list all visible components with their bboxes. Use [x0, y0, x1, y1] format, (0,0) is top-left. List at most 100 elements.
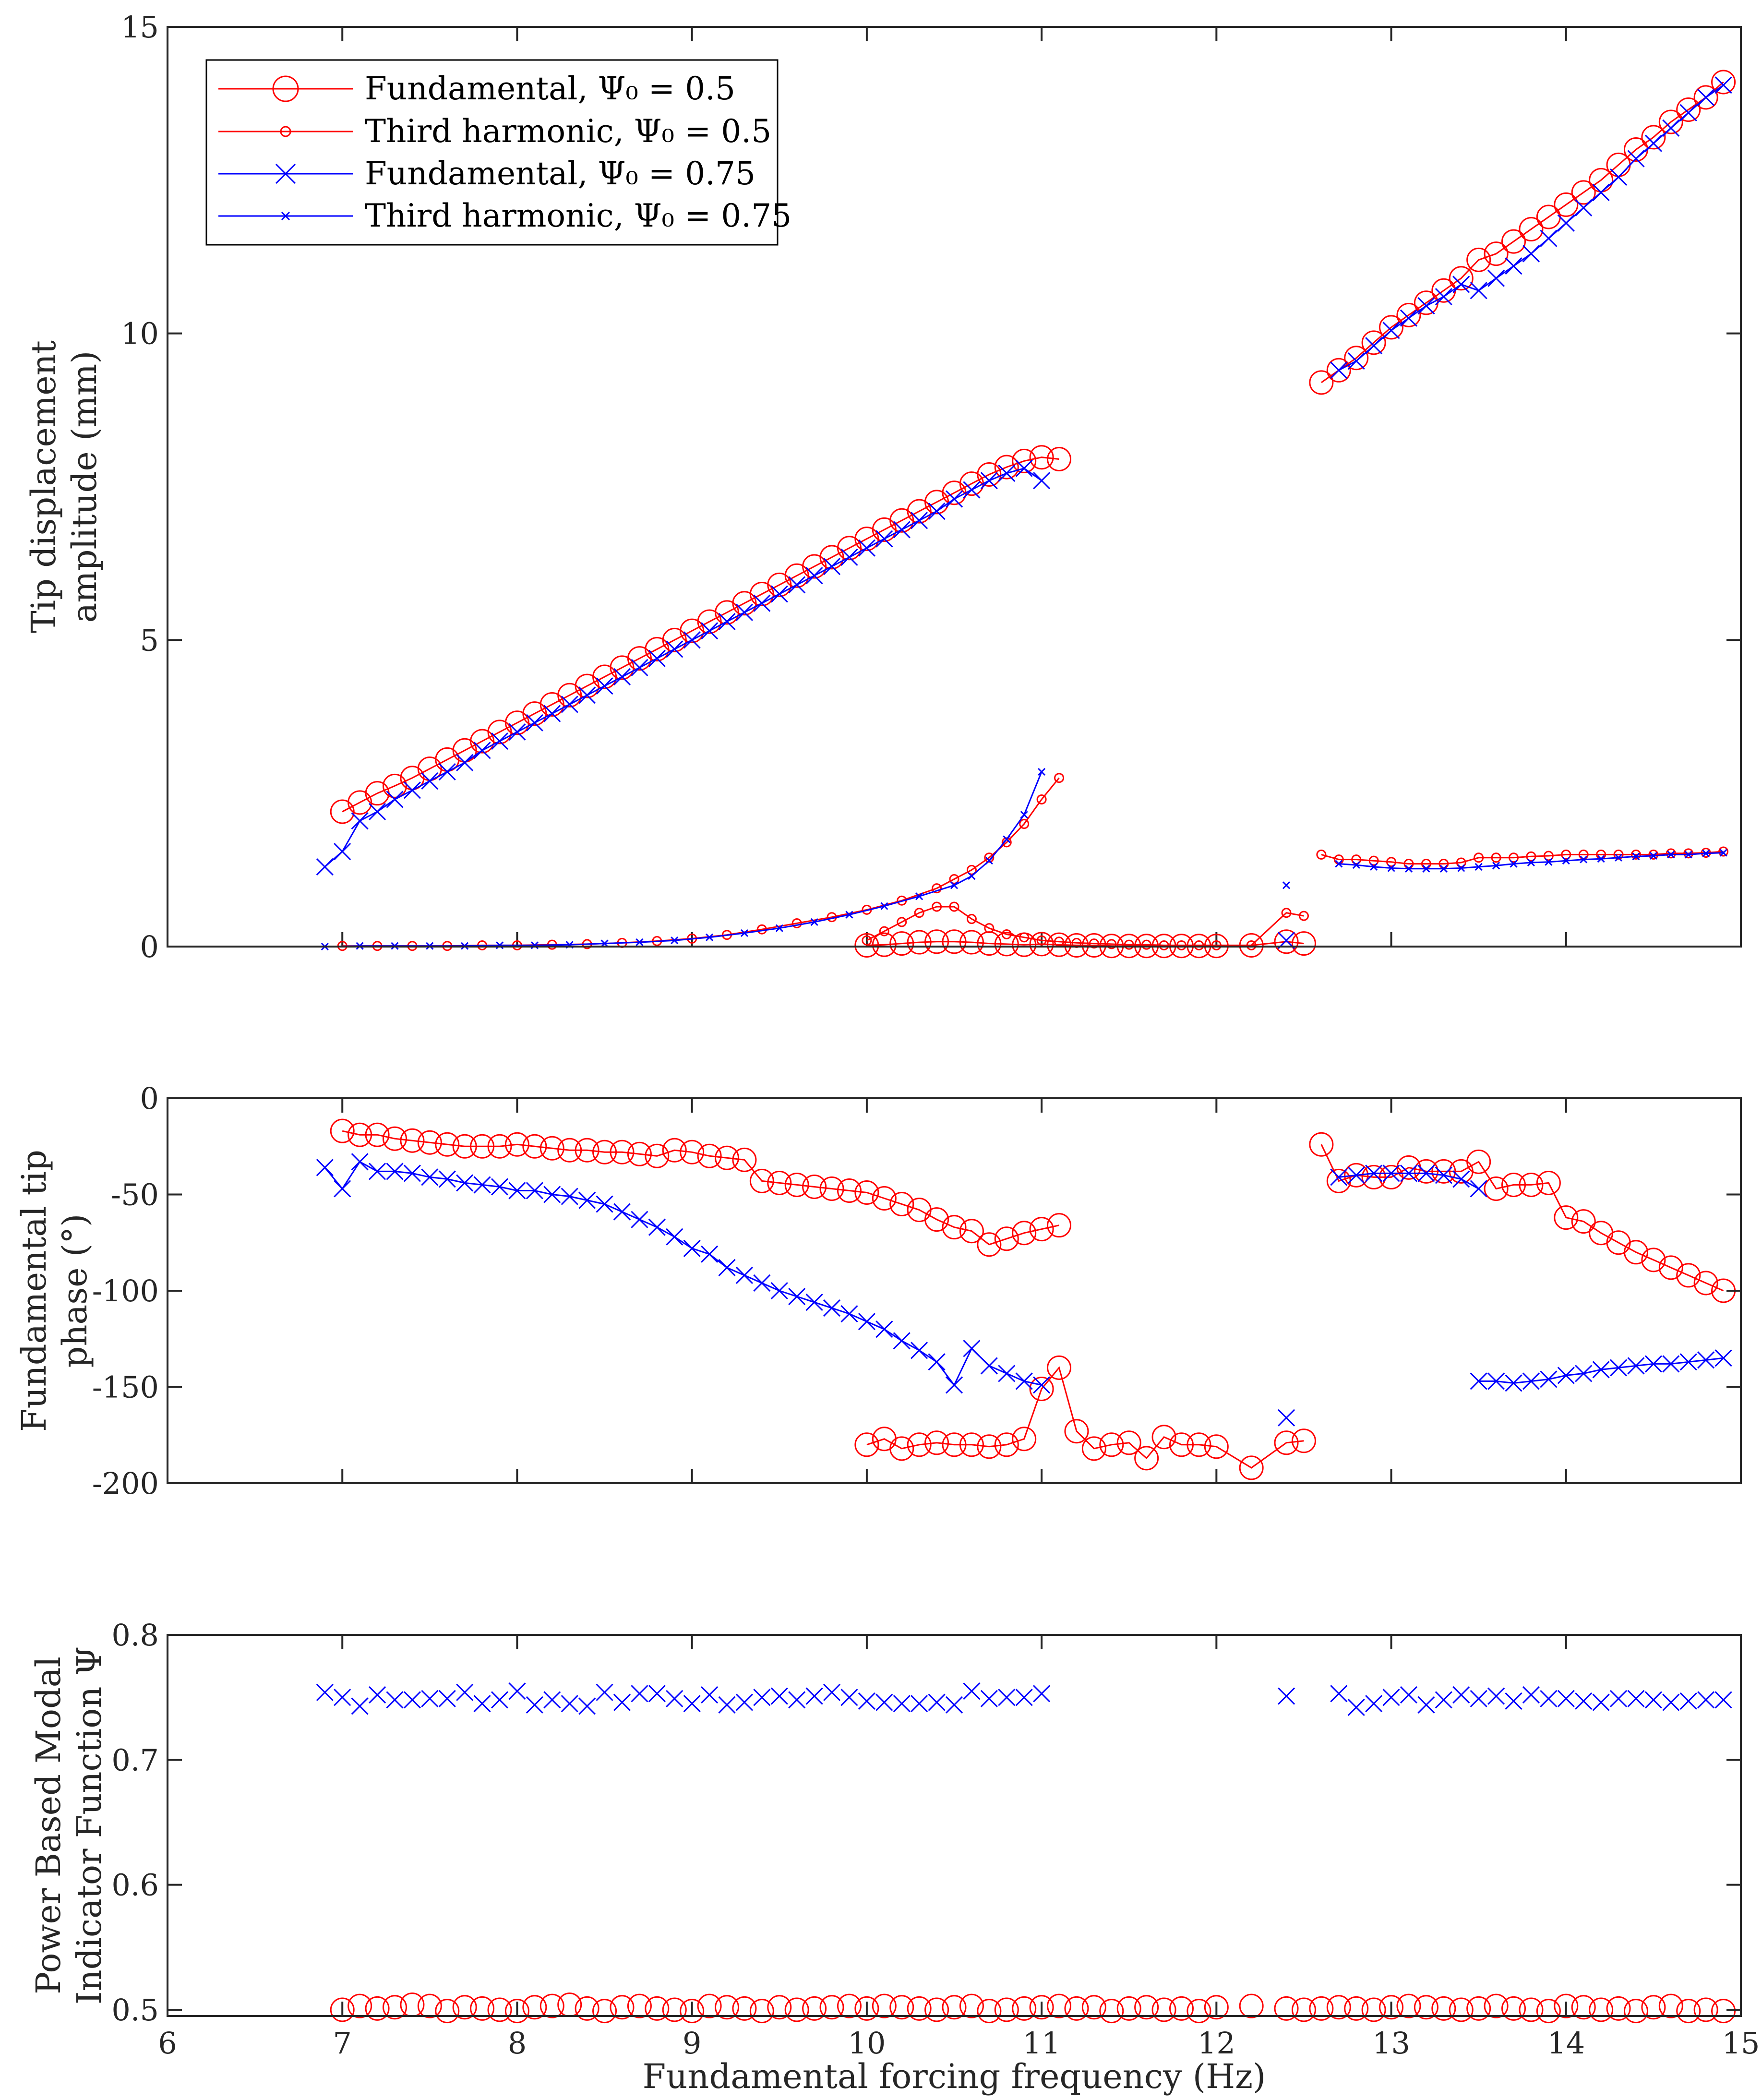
- x-tick-label: 11: [1023, 2026, 1061, 2061]
- pbmif-data-point: [1711, 1999, 1736, 2024]
- amplitude-data-point: [1648, 849, 1659, 860]
- amplitude-data-point: [805, 567, 823, 585]
- amplitude-data-point: [1519, 217, 1544, 242]
- pbmif-data-point: [575, 1996, 599, 2021]
- phase-data-point: [504, 1132, 529, 1157]
- amplitude-data-point: [1676, 97, 1701, 122]
- pbmif-data-point: [1015, 1689, 1033, 1706]
- amplitude-data-point: [1422, 864, 1430, 873]
- amplitude-data-point: [1368, 855, 1379, 866]
- pbmif-y-tick-label: 0.5: [111, 1992, 159, 2028]
- pbmif-data-point: [1029, 1995, 1054, 2020]
- amplitude-data-point: [718, 612, 736, 631]
- pbmif-data-point: [823, 1683, 841, 1701]
- amplitude-panel: 0 5 10 15 Tip displacement amplitude (mm) F…: [24, 10, 1742, 964]
- amplitude-data-point: [950, 881, 959, 889]
- pbmif-y-label-line-1: Power Based Modal: [29, 1656, 68, 1994]
- pbmif-data-point: [1522, 1686, 1540, 1704]
- phase-data-point: [1641, 1248, 1666, 1272]
- amplitude-data-point: [1452, 276, 1470, 293]
- pbmif-y-tick-label: 0.8: [111, 1618, 159, 1653]
- pbmif-data-point: [1169, 1996, 1194, 2021]
- amplitude-data-point: [1492, 862, 1500, 870]
- pbmif-data-point: [435, 1999, 460, 2024]
- pbmif-data-point: [715, 1995, 740, 2020]
- pbmif-data-point: [732, 1996, 757, 2021]
- phase-data-point: [1609, 1359, 1628, 1377]
- phase-data-point: [1151, 1425, 1176, 1450]
- phase-data-point: [753, 1274, 771, 1292]
- phase-data-point: [1431, 1159, 1456, 1184]
- pbmif-data-point: [1589, 1997, 1614, 2022]
- phase-data-point: [802, 1174, 827, 1199]
- amplitude-data-point: [858, 539, 875, 557]
- phase-data-point: [788, 1287, 806, 1306]
- phase-data-point: [526, 1182, 543, 1200]
- pbmif-data-point: [1274, 1996, 1299, 2021]
- phase-data-point: [819, 1176, 844, 1201]
- x-tick-label: 6: [158, 2026, 177, 2061]
- amplitude-data-point: [924, 929, 949, 954]
- pbmif-data-point: [1693, 1997, 1718, 2022]
- x-tick-label: 14: [1547, 2026, 1585, 2061]
- phase-data-point: [557, 1138, 582, 1163]
- phase-data-point: [889, 1436, 914, 1461]
- amplitude-data-point: [984, 923, 995, 934]
- phase-data-point: [1417, 1164, 1435, 1182]
- amplitude-data-point: [1562, 857, 1570, 865]
- amplitude-y-label-line-2: amplitude (mm): [65, 351, 104, 623]
- pbmif-data-point: [977, 1999, 1002, 2024]
- pbmif-data-point: [334, 1689, 351, 1706]
- pbmif-y-tick-label: 0.6: [111, 1868, 159, 1903]
- pbmif-data-point: [1361, 1997, 1386, 2022]
- amplitude-data-point: [893, 521, 911, 539]
- pbmif-data-point: [718, 1696, 736, 1714]
- phase-data-point: [452, 1134, 477, 1159]
- amplitude-data-point: [753, 594, 771, 612]
- phase-data-point: [1134, 1446, 1159, 1471]
- amplitude-data-point: [949, 901, 959, 912]
- pbmif-data-point: [645, 1996, 670, 2021]
- phase-data-point: [1012, 1221, 1037, 1246]
- phase-data-point: [508, 1182, 526, 1200]
- phase-data-point: [942, 1215, 967, 1240]
- phase-data-point: [330, 1118, 355, 1143]
- phase-data-point: [945, 1376, 963, 1394]
- amplitude-y-ticks: 0 5 10 15: [121, 10, 1741, 964]
- pbmif-data-point: [526, 1696, 543, 1714]
- phase-data-point: [1540, 1370, 1558, 1388]
- legend-entry-fundamental-0.5: Fundamental, Ψ₀ = 0.5: [218, 70, 735, 107]
- legend-marker-x-large: [275, 163, 296, 184]
- amplitude-data-point: [740, 929, 748, 937]
- amplitude-data-point: [994, 455, 1019, 480]
- phase-data-point: [1452, 1170, 1470, 1188]
- amplitude-data-point: [1029, 445, 1054, 470]
- amplitude-data-point: [1470, 282, 1487, 300]
- amplitude-data-point: [1387, 864, 1395, 872]
- pbmif-data-point: [998, 1689, 1016, 1706]
- pbmif-data-point: [994, 1997, 1019, 2022]
- pbmif-data-point: [421, 1690, 439, 1707]
- pbmif-data-point: [1452, 1686, 1470, 1704]
- pbmif-y-ticks: 0.5 0.6 0.7 0.8: [111, 1618, 1741, 2028]
- phase-data-point: [977, 1434, 1002, 1459]
- phase-data-point: [1470, 1180, 1487, 1198]
- phase-data-point: [701, 1245, 719, 1263]
- phase-data-point: [1627, 1357, 1645, 1375]
- phase-data-point: [351, 1153, 369, 1171]
- amplitude-data-point: [1627, 150, 1645, 168]
- pbmif-data-point: [1540, 1690, 1558, 1707]
- phase-data-point: [421, 1168, 439, 1186]
- amplitude-data-point: [770, 585, 788, 603]
- phase-data-point: [1536, 1170, 1561, 1195]
- amplitude-data-point: [1054, 773, 1065, 783]
- pbmif-data-point: [470, 1996, 495, 2021]
- amplitude-data-point: [421, 772, 439, 790]
- amplitude-data-point: [1330, 361, 1348, 379]
- phase-data-point: [1291, 1428, 1316, 1453]
- phase-data-point: [417, 1130, 442, 1155]
- phase-data-point: [1697, 1351, 1715, 1369]
- amplitude-data-point: [1684, 851, 1692, 859]
- amplitude-data-point: [1474, 863, 1483, 871]
- pbmif-data-point: [683, 1695, 701, 1713]
